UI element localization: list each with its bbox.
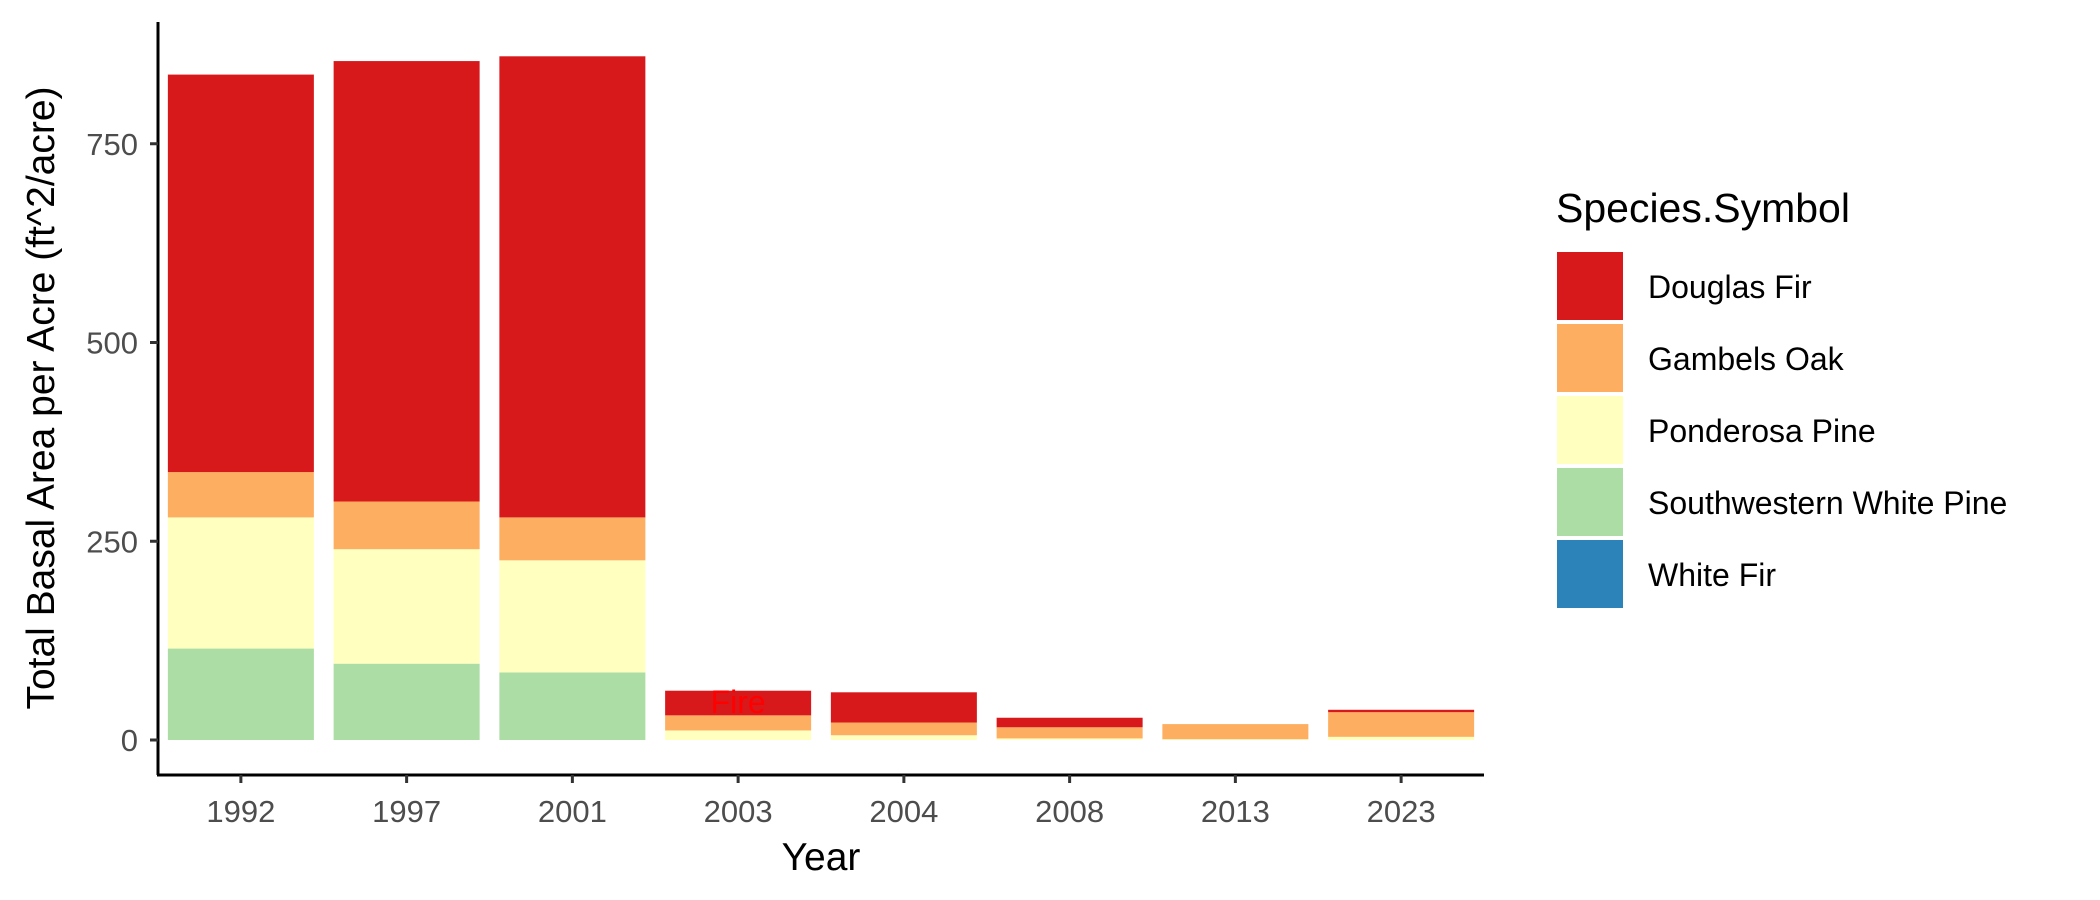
bar-2001-ponderosa-pine bbox=[499, 560, 646, 673]
y-axis-ticks: 0 250 500 750 bbox=[86, 127, 158, 758]
legend: Species.Symbol Douglas Fir Gambels Oak Pon… bbox=[1556, 185, 2007, 608]
annotation-label: Fire bbox=[711, 684, 766, 720]
x-tick-label: 2001 bbox=[538, 794, 607, 829]
legend-key-white-fir bbox=[1557, 540, 1623, 608]
y-tick-label: 750 bbox=[86, 127, 138, 162]
bars-layer bbox=[167, 56, 1475, 740]
bar-2023-gambels-oak bbox=[1328, 712, 1475, 737]
bar-2008-douglas-fir bbox=[996, 717, 1143, 728]
bar-2013-gambels-oak bbox=[1162, 724, 1309, 740]
legend-key-gambels-oak bbox=[1557, 324, 1623, 392]
x-tick-label: 2013 bbox=[1201, 794, 1270, 829]
bar-2001-southwestern-white-pine bbox=[499, 672, 646, 740]
bar-1997-ponderosa-pine bbox=[333, 549, 480, 664]
bar-1992-gambels-oak bbox=[167, 472, 314, 518]
bar-1997-gambels-oak bbox=[333, 501, 480, 550]
bar-2013-ponderosa-pine bbox=[1162, 739, 1309, 740]
bar-2001-gambels-oak bbox=[499, 517, 646, 561]
bar-2004-ponderosa-pine bbox=[830, 735, 977, 740]
y-tick-label: 500 bbox=[86, 326, 138, 361]
legend-label-white-fir: White Fir bbox=[1648, 557, 1776, 593]
bar-1992-douglas-fir bbox=[167, 74, 314, 473]
legend-label-gambels-oak: Gambels Oak bbox=[1648, 341, 1845, 377]
x-axis-ticks: 1992 1997 2001 2003 2004 2008 2013 2023 bbox=[206, 775, 1436, 829]
y-tick-label: 0 bbox=[121, 723, 138, 758]
bar-2003-douglas-fir bbox=[665, 690, 812, 716]
bar-2003-ponderosa-pine bbox=[665, 730, 812, 740]
x-tick-label: 1997 bbox=[372, 794, 441, 829]
x-tick-label: 2008 bbox=[1035, 794, 1104, 829]
x-tick-label: 2003 bbox=[704, 794, 773, 829]
legend-label-douglas-fir: Douglas Fir bbox=[1648, 269, 1812, 305]
legend-title: Species.Symbol bbox=[1556, 185, 1850, 231]
legend-key-southwestern-white-pine bbox=[1557, 468, 1623, 536]
bar-2023-ponderosa-pine bbox=[1328, 736, 1475, 740]
y-axis-title: Total Basal Area per Acre (ft^2/acre) bbox=[20, 86, 63, 709]
x-tick-label: 1992 bbox=[206, 794, 275, 829]
legend-key-ponderosa-pine bbox=[1557, 396, 1623, 464]
x-axis-title: Year bbox=[782, 836, 861, 879]
bar-1997-southwestern-white-pine bbox=[333, 663, 480, 740]
bar-2003-gambels-oak bbox=[665, 715, 812, 731]
bar-1997-douglas-fir bbox=[333, 61, 480, 502]
bar-2008-ponderosa-pine bbox=[996, 738, 1143, 740]
bar-1992-ponderosa-pine bbox=[167, 517, 314, 649]
bar-2004-douglas-fir bbox=[830, 692, 977, 723]
bar-2004-gambels-oak bbox=[830, 722, 977, 736]
x-tick-label: 2004 bbox=[869, 794, 938, 829]
legend-label-ponderosa-pine: Ponderosa Pine bbox=[1648, 413, 1876, 449]
bar-2023-douglas-fir bbox=[1328, 709, 1475, 713]
bar-2008-gambels-oak bbox=[996, 727, 1143, 739]
bar-2001-douglas-fir bbox=[499, 56, 646, 518]
legend-key-douglas-fir bbox=[1557, 252, 1623, 320]
legend-label-southwestern-white-pine: Southwestern White Pine bbox=[1648, 485, 2007, 521]
annotations-layer: Fire bbox=[711, 684, 766, 720]
x-tick-label: 2023 bbox=[1367, 794, 1436, 829]
bar-1992-southwestern-white-pine bbox=[167, 648, 314, 740]
y-tick-label: 250 bbox=[86, 524, 138, 559]
